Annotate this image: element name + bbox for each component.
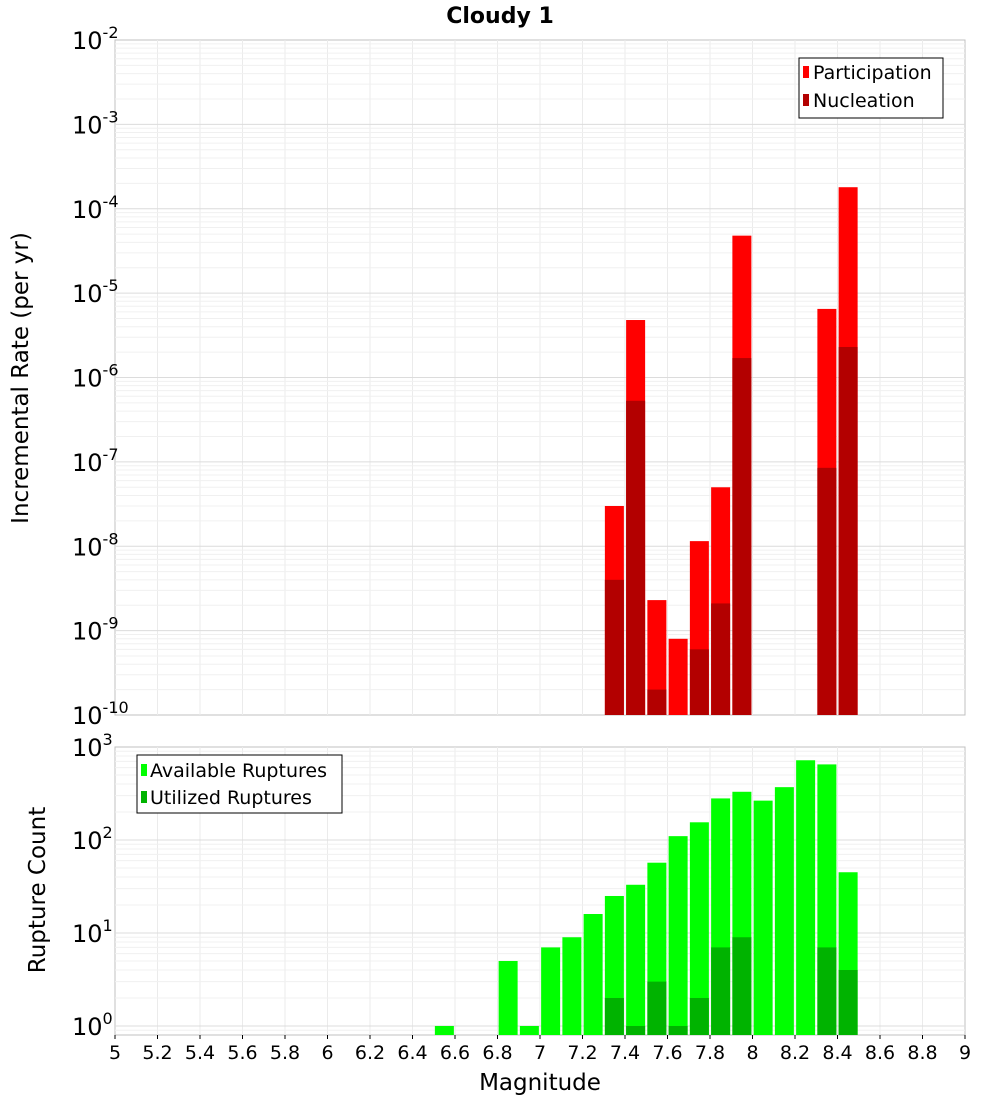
x-tick-label: 5.8 — [270, 1042, 300, 1064]
x-tick-label: 7.6 — [652, 1042, 682, 1064]
y-tick-label: 103 — [72, 730, 113, 762]
top-y-tick-labels: 10-2 10-3 10-4 10-5 10-6 10-7 10-8 10-9 10-10 — [72, 23, 129, 730]
y-tick-label: 10-2 — [72, 23, 119, 55]
available-ruptures-bar — [562, 937, 582, 1035]
available-ruptures-bar — [519, 1025, 539, 1035]
legend-available-label: Available Ruptures — [150, 760, 327, 782]
bottom-y-axis-label: Rupture Count — [25, 807, 51, 973]
legend-nucleation-swatch — [803, 94, 809, 106]
utilized-ruptures-bar — [732, 937, 752, 1035]
y-tick-label: 10-5 — [72, 276, 119, 308]
top-legend: Participation Nucleation — [798, 57, 944, 119]
utilized-ruptures-bar — [838, 969, 858, 1035]
utilized-ruptures-bar — [626, 1025, 646, 1035]
x-tick-label: 6.4 — [397, 1042, 427, 1064]
bottom-bars — [434, 760, 858, 1035]
utilized-ruptures-bar — [647, 981, 667, 1035]
x-tick-label: 9 — [959, 1042, 971, 1064]
available-ruptures-bar — [498, 960, 518, 1035]
available-ruptures-bar — [774, 787, 794, 1035]
nucleation-bar — [626, 400, 646, 715]
utilized-ruptures-bar — [604, 997, 624, 1035]
available-ruptures-bar — [434, 1025, 454, 1035]
legend-utilized-swatch — [141, 791, 147, 803]
y-tick-label: 10-4 — [72, 192, 119, 224]
x-tick-label: 5 — [109, 1042, 121, 1064]
y-tick-label: 101 — [72, 916, 113, 948]
x-tick-label: 8.8 — [907, 1042, 937, 1064]
y-tick-label: 102 — [72, 823, 113, 855]
bottom-legend: Available Ruptures Utilized Ruptures — [136, 754, 343, 814]
x-tick-label: 7.4 — [610, 1042, 640, 1064]
chart-title: Cloudy 1 — [446, 4, 554, 29]
top-bars — [604, 187, 858, 716]
x-tick-labels: 5 5.2 5.4 5.6 5.8 6 6.2 6.4 6.6 6.8 7 7.2 7.4 7.6 7.8 8… — [109, 1035, 971, 1064]
x-tick-label: 8.6 — [865, 1042, 895, 1064]
nucleation-bar — [732, 358, 752, 715]
legend-available-swatch — [141, 764, 147, 776]
x-tick-label: 6.2 — [355, 1042, 385, 1064]
top-y-axis-label: Incremental Rate (per yr) — [8, 232, 34, 524]
x-tick-label: 8.2 — [780, 1042, 810, 1064]
x-tick-label: 7.8 — [695, 1042, 725, 1064]
available-ruptures-bar — [796, 760, 816, 1035]
x-tick-label: 6.8 — [482, 1042, 512, 1064]
available-ruptures-bar — [541, 947, 561, 1035]
top-grid — [115, 40, 965, 715]
legend-participation-swatch — [803, 66, 809, 78]
available-ruptures-bar — [583, 914, 603, 1035]
available-ruptures-bar — [626, 884, 646, 1035]
legend-participation-label: Participation — [813, 62, 932, 84]
x-tick-label: 5.2 — [142, 1042, 172, 1064]
x-tick-label: 7 — [534, 1042, 546, 1064]
bottom-y-tick-labels: 103 102 101 100 — [72, 730, 113, 1041]
x-tick-label: 7.2 — [567, 1042, 597, 1064]
nucleation-bar — [711, 603, 731, 715]
nucleation-bar — [647, 689, 667, 715]
available-ruptures-bar — [668, 836, 688, 1035]
y-tick-label: 10-9 — [72, 614, 119, 646]
available-ruptures-bar — [753, 800, 773, 1035]
utilized-ruptures-bar — [711, 947, 731, 1035]
nucleation-bar — [689, 649, 709, 715]
legend-nucleation-label: Nucleation — [813, 90, 915, 112]
nucleation-bar — [817, 467, 837, 715]
utilized-ruptures-bar — [817, 947, 837, 1035]
x-tick-label: 6.6 — [440, 1042, 470, 1064]
x-tick-label: 6 — [321, 1042, 333, 1064]
nucleation-bar — [604, 579, 624, 715]
utilized-ruptures-bar — [689, 997, 709, 1035]
utilized-ruptures-bar — [668, 1025, 688, 1035]
x-axis-label: Magnitude — [479, 1070, 601, 1096]
x-tick-label: 8 — [746, 1042, 758, 1064]
participation-bar — [668, 638, 688, 715]
x-tick-label: 5.4 — [185, 1042, 215, 1064]
x-tick-label: 8.4 — [822, 1042, 852, 1064]
y-tick-label: 100 — [72, 1009, 113, 1041]
nucleation-bar — [838, 346, 858, 715]
legend-utilized-label: Utilized Ruptures — [150, 787, 312, 809]
y-tick-label: 10-7 — [72, 445, 119, 477]
participation-bar — [647, 600, 667, 715]
available-ruptures-bar — [689, 822, 709, 1035]
y-tick-label: 10-3 — [72, 107, 119, 139]
y-tick-label: 10-6 — [72, 361, 119, 393]
y-tick-label: 10-8 — [72, 529, 119, 561]
x-tick-label: 5.6 — [227, 1042, 257, 1064]
y-tick-label: 10-10 — [72, 698, 129, 730]
